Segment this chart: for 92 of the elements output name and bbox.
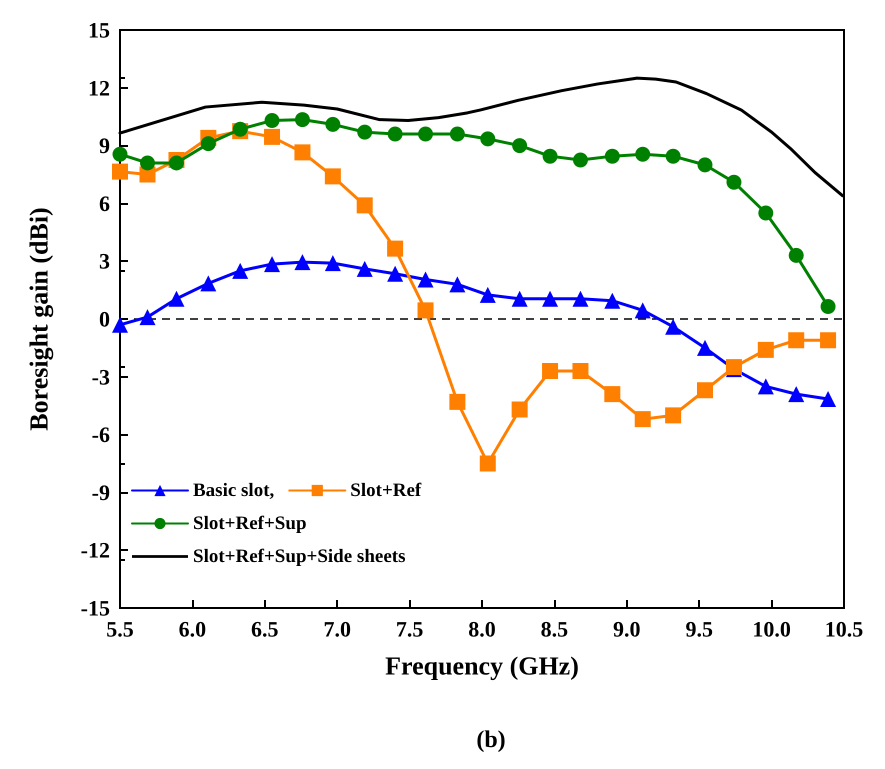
y-tick-label: 9 (99, 133, 110, 158)
text: (b) (476, 727, 506, 753)
point (140, 309, 156, 326)
point (572, 152, 588, 168)
point (820, 332, 836, 348)
point (788, 332, 804, 348)
point (356, 197, 373, 214)
point (604, 292, 620, 309)
x-tick-label: 10.5 (824, 616, 864, 642)
point (604, 148, 620, 164)
y-tick-label: 3 (99, 248, 110, 274)
point (325, 116, 340, 132)
point (788, 248, 804, 263)
legend-label: Slot+Ref+Sup (193, 513, 307, 534)
legend-label: Slot+Ref (350, 480, 422, 501)
point (665, 318, 682, 335)
y-tick-label: -3 (92, 364, 110, 390)
point (480, 286, 496, 303)
point (726, 174, 742, 190)
point (666, 148, 681, 164)
y-tick-label: -9 (92, 480, 110, 505)
point (324, 255, 341, 272)
point (232, 262, 248, 279)
point (634, 302, 651, 318)
point (480, 131, 496, 146)
legend-label: Basic slot, (193, 480, 275, 501)
point (512, 290, 528, 307)
point (294, 254, 310, 270)
y-tick-label: 0 (99, 306, 110, 332)
point (294, 112, 310, 128)
point (604, 386, 620, 402)
point (357, 124, 372, 140)
point (418, 126, 434, 142)
point (449, 394, 466, 410)
point (112, 316, 128, 333)
y-tick-label: 15 (88, 18, 110, 42)
point (572, 363, 588, 380)
y-axis-title: Boresight gain (dBi) (24, 207, 54, 431)
point (324, 168, 341, 184)
x-tick-label: 10.0 (752, 616, 791, 642)
point (387, 266, 404, 282)
x-tick-label: 6.0 (178, 616, 206, 642)
x-tick-label: 8.0 (468, 616, 496, 642)
y-tick-label: 6 (99, 190, 110, 216)
point (140, 155, 156, 170)
point (758, 378, 774, 394)
point (696, 382, 713, 398)
point (542, 290, 558, 307)
y-tick-label: -6 (92, 422, 110, 448)
point (572, 290, 588, 307)
x-tick-label: 8.5 (540, 616, 568, 642)
x-tick-label: 7.5 (396, 616, 424, 642)
point (264, 128, 280, 145)
point (294, 144, 310, 160)
point (388, 126, 403, 142)
point (788, 386, 804, 402)
point (168, 155, 184, 170)
x-axis-title: Frequency (GHz) (385, 652, 579, 680)
point (696, 340, 713, 356)
point (112, 164, 128, 180)
point (634, 411, 651, 428)
point (264, 113, 280, 128)
point (449, 276, 466, 292)
point (698, 157, 712, 172)
point (820, 390, 836, 407)
x-tick-label: 9.5 (685, 616, 713, 642)
point (542, 363, 558, 380)
point (450, 126, 465, 142)
point (264, 256, 280, 272)
point (512, 402, 528, 418)
y-tick-label: 12 (88, 75, 110, 100)
x-tick-label: 7.0 (323, 616, 351, 642)
point (200, 136, 216, 152)
point (758, 342, 774, 358)
x-tick-label: 6.5 (251, 616, 279, 642)
point (168, 290, 184, 307)
point (387, 240, 404, 257)
point (418, 272, 434, 288)
x-tick-label: 9.0 (613, 616, 641, 642)
point (665, 407, 682, 424)
point (635, 146, 650, 162)
legend-label: Slot+Ref+Sup+Side sheets (193, 546, 406, 567)
point (356, 260, 373, 277)
point (542, 148, 558, 164)
point (512, 138, 528, 154)
point (480, 456, 496, 472)
point (200, 275, 216, 292)
point (758, 206, 774, 221)
point (112, 146, 128, 162)
point (820, 298, 836, 314)
y-tick-label: -12 (80, 538, 110, 563)
point (418, 302, 434, 318)
